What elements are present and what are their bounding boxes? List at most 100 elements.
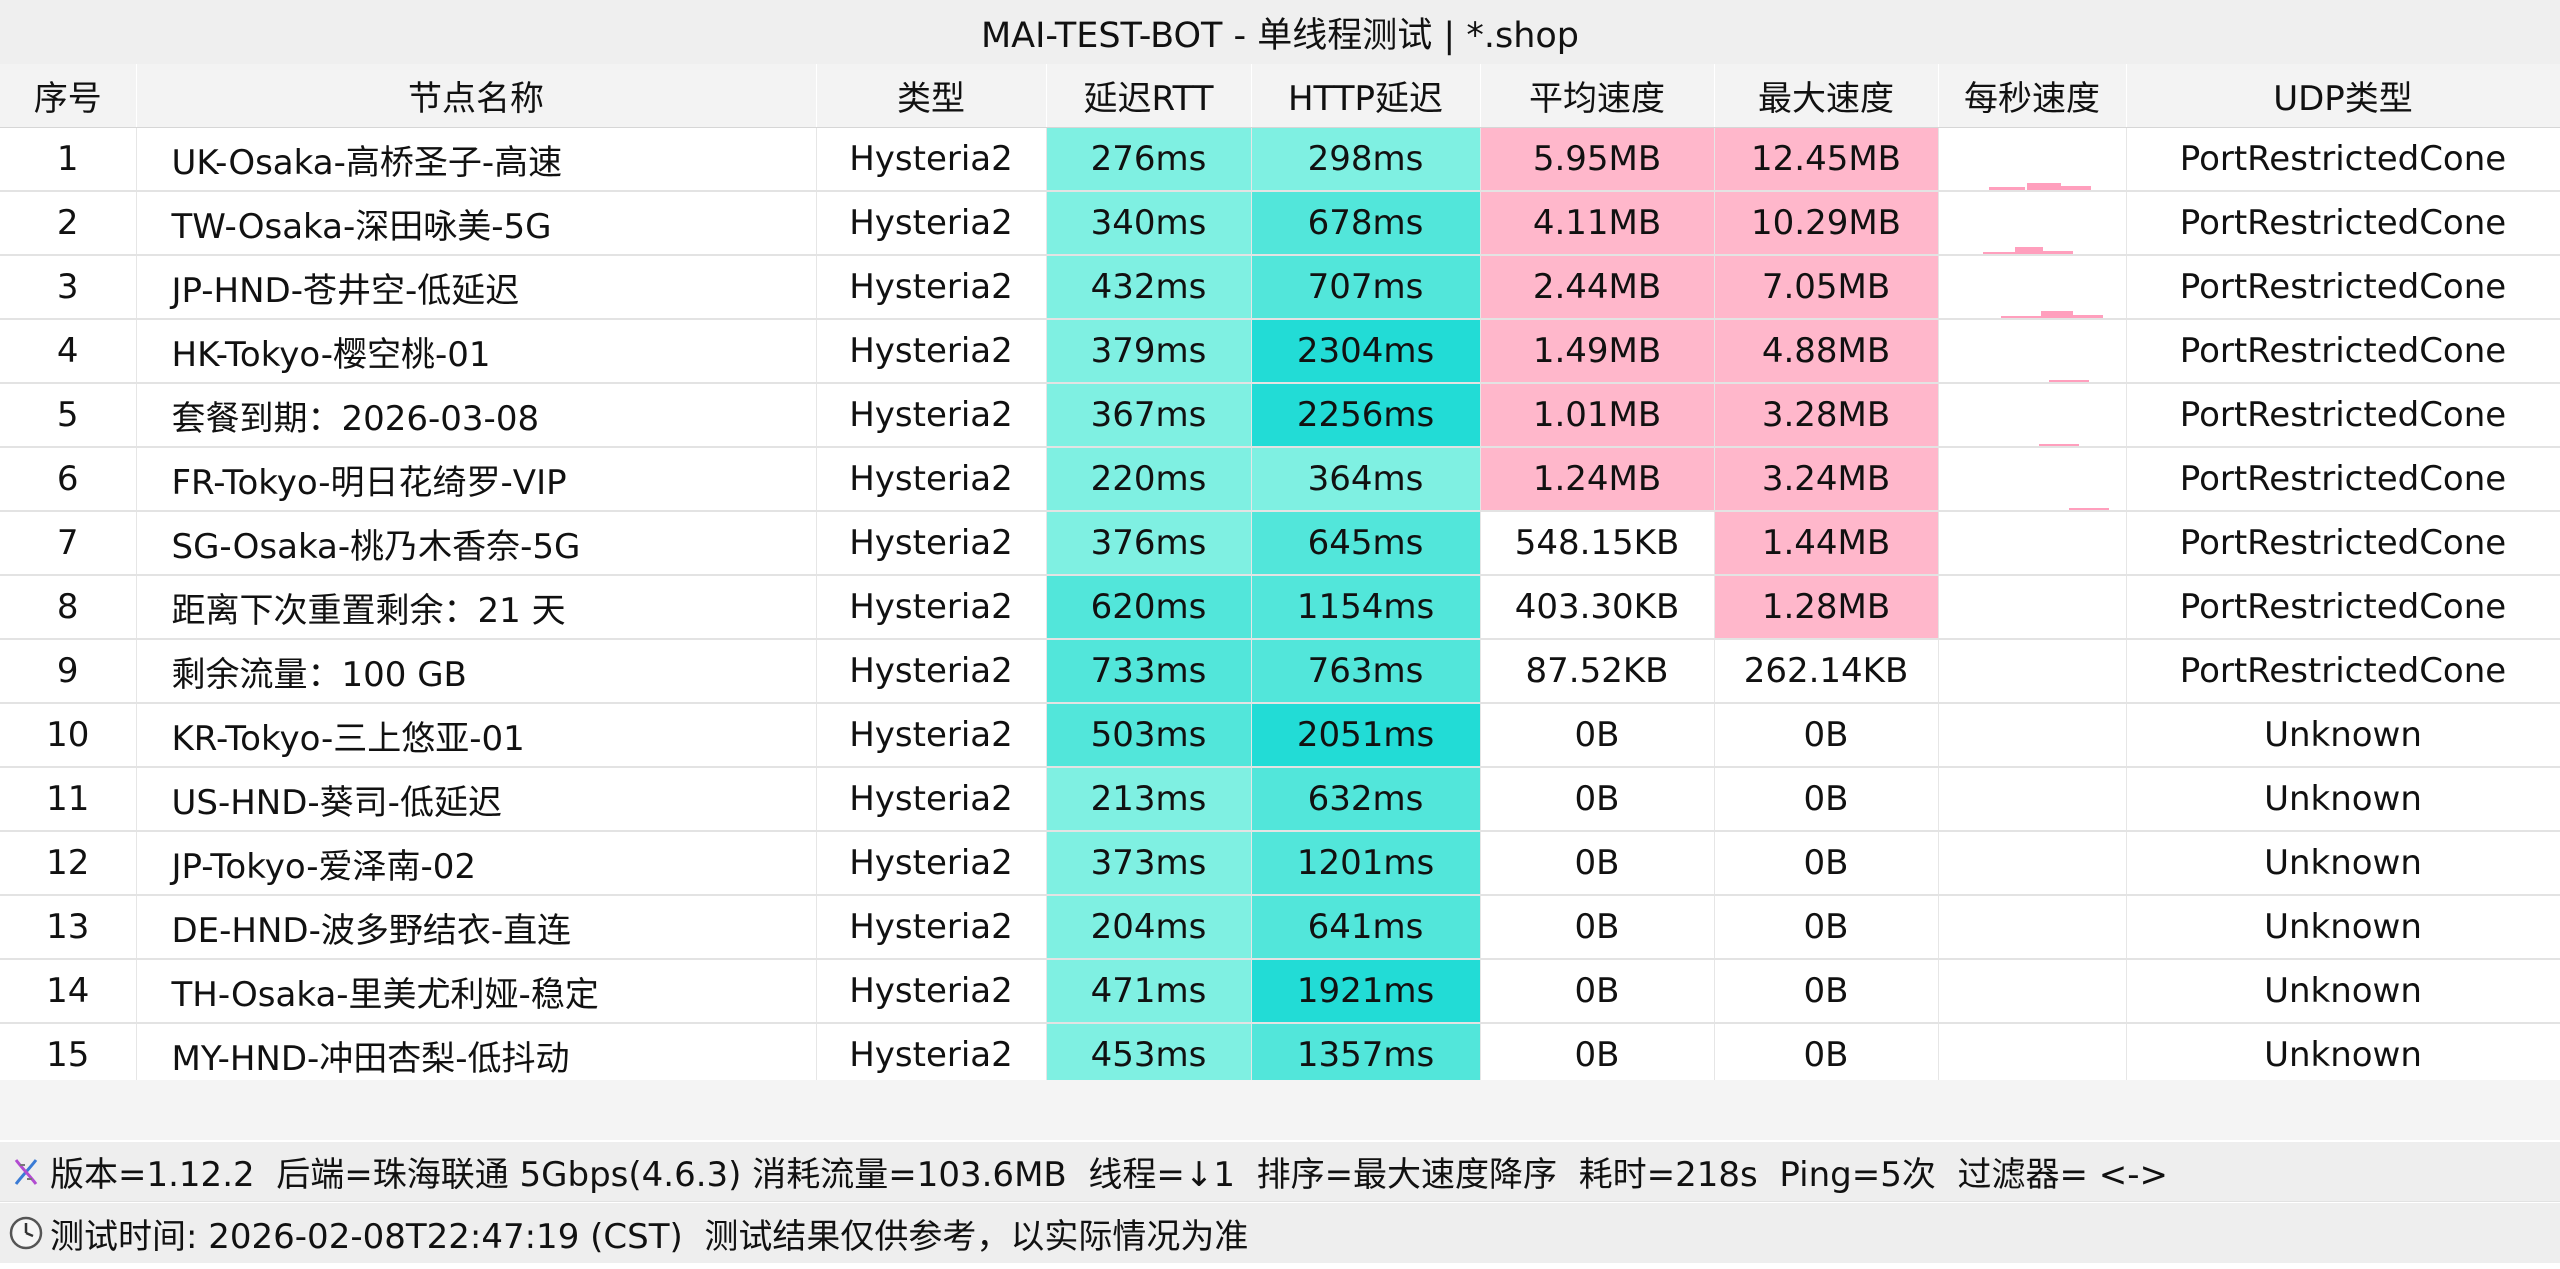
cell-node-name: UK-Osaka-高桥圣子-高速 [136, 127, 817, 192]
table-row[interactable]: 2 TW-Osaka-深田咏美-5G Hysteria2 340ms 678ms 4.11… [0, 191, 2560, 256]
cell-http-latency: 1357ms [1251, 1023, 1481, 1088]
cell-max-speed: 0B [1714, 895, 1939, 960]
table-row[interactable]: 14 TH-Osaka-里美尤利娅-稳定 Hysteria2 471ms 1921ms 0… [0, 959, 2560, 1024]
col-header-http[interactable]: HTTP延迟 [1251, 64, 1481, 128]
col-header-type[interactable]: 类型 [816, 64, 1047, 128]
cell-rtt: 620ms [1046, 575, 1252, 640]
cell-avg-speed: 87.52KB [1480, 639, 1715, 704]
cell-speed-sparkline [1938, 703, 2127, 768]
table-row[interactable]: 10 KR-Tokyo-三上悠亚-01 Hysteria2 503ms 2051ms 0B… [0, 703, 2560, 768]
cell-max-speed: 4.88MB [1714, 319, 1939, 384]
col-header-max-speed[interactable]: 最大速度 [1714, 64, 1939, 128]
cell-rtt: 376ms [1046, 511, 1252, 576]
cell-type: Hysteria2 [816, 639, 1047, 704]
cell-speed-sparkline [1938, 447, 2127, 512]
sparkline-bar [2042, 251, 2073, 253]
col-header-udp[interactable]: UDP类型 [2126, 64, 2560, 128]
speed-sparkline [2038, 444, 2079, 445]
cell-avg-speed: 4.11MB [1480, 191, 1715, 256]
cell-udp-type: PortRestrictedCone [2126, 575, 2560, 640]
cell-max-speed: 12.45MB [1714, 127, 1939, 192]
speed-sparkline [2000, 311, 2103, 317]
cell-http-latency: 298ms [1251, 127, 1481, 192]
cell-http-latency: 2051ms [1251, 703, 1481, 768]
table-row[interactable]: 11 US-HND-葵司-低延迟 Hysteria2 213ms 632ms 0B 0B Un… [0, 767, 2560, 832]
cell-node-name: 剩余流量：100 GB [136, 639, 817, 704]
cell-type: Hysteria2 [816, 831, 1047, 896]
cell-udp-type: PortRestrictedCone [2126, 639, 2560, 704]
speed-sparkline [1988, 183, 2091, 190]
cell-type: Hysteria2 [816, 895, 1047, 960]
cell-index: 4 [0, 319, 137, 384]
cell-node-name: HK-Tokyo-樱空桃-01 [136, 319, 817, 384]
footer-time: 测试时间: 2026-02-08T22:47:19 (CST) 测试结果仅供参考… [0, 1203, 2560, 1263]
cell-udp-type: PortRestrictedCone [2126, 127, 2560, 192]
cell-udp-type: PortRestrictedCone [2126, 447, 2560, 512]
cell-max-speed: 262.14KB [1714, 639, 1939, 704]
table-row[interactable]: 6 FR-Tokyo-明日花绮罗-VIP Hysteria2 220ms 364ms 1.… [0, 447, 2560, 512]
speed-sparkline [1982, 247, 2073, 253]
cell-avg-speed: 0B [1480, 1023, 1715, 1088]
cell-type: Hysteria2 [816, 767, 1047, 832]
table-row[interactable]: 1 UK-Osaka-高桥圣子-高速 Hysteria2 276ms 298ms 5.95… [0, 127, 2560, 192]
speed-sparkline [2068, 508, 2109, 509]
cell-avg-speed: 0B [1480, 895, 1715, 960]
cell-index: 2 [0, 191, 137, 256]
cell-avg-speed: 5.95MB [1480, 127, 1715, 192]
table-row[interactable]: 13 DE-HND-波多野结衣-直连 Hysteria2 204ms 641ms 0B 0B… [0, 895, 2560, 960]
cell-avg-speed: 1.49MB [1480, 319, 1715, 384]
cell-udp-type: PortRestrictedCone [2126, 255, 2560, 320]
cell-rtt: 432ms [1046, 255, 1252, 320]
table-row[interactable]: 4 HK-Tokyo-樱空桃-01 Hysteria2 379ms 2304ms 1.49… [0, 319, 2560, 384]
speed-sparkline [2048, 380, 2089, 381]
table-row[interactable]: 3 JP-HND-苍井空-低延迟 Hysteria2 432ms 707ms 2.44MB… [0, 255, 2560, 320]
cell-type: Hysteria2 [816, 575, 1047, 640]
table-row[interactable]: 9 剩余流量：100 GB Hysteria2 733ms 763ms 87.52KB 26… [0, 639, 2560, 704]
cell-speed-sparkline [1938, 575, 2127, 640]
sparkline-bar [2060, 186, 2091, 190]
window-title: MAI-TEST-BOT - 单线程测试 | *.shop [0, 0, 2560, 65]
cell-rtt: 379ms [1046, 319, 1252, 384]
cell-type: Hysteria2 [816, 447, 1047, 512]
cell-type: Hysteria2 [816, 703, 1047, 768]
cell-speed-sparkline [1938, 383, 2127, 448]
table-row[interactable]: 5 套餐到期：2026-03-08 Hysteria2 367ms 2256ms 1.01… [0, 383, 2560, 448]
cell-max-speed: 3.24MB [1714, 447, 1939, 512]
sparkline-bar [1982, 252, 2015, 253]
cell-udp-type: PortRestrictedCone [2126, 511, 2560, 576]
cell-speed-sparkline [1938, 319, 2127, 384]
table-row[interactable]: 12 JP-Tokyo-爱泽南-02 Hysteria2 373ms 1201ms 0B 0… [0, 831, 2560, 896]
cell-index: 7 [0, 511, 137, 576]
col-header-avg-speed[interactable]: 平均速度 [1480, 64, 1715, 128]
sparkline-bar [2014, 247, 2043, 253]
cell-index: 6 [0, 447, 137, 512]
table-row[interactable]: 8 距离下次重置剩余：21 天 Hysteria2 620ms 1154ms 403.30… [0, 575, 2560, 640]
cell-speed-sparkline [1938, 895, 2127, 960]
table-row[interactable]: 15 MY-HND-冲田杏梨-低抖动 Hysteria2 453ms 1357ms 0B 0… [0, 1023, 2560, 1088]
col-header-per-second[interactable]: 每秒速度 [1938, 64, 2127, 128]
cell-speed-sparkline [1938, 959, 2127, 1024]
cell-speed-sparkline [1938, 255, 2127, 320]
cell-rtt: 340ms [1046, 191, 1252, 256]
col-header-rtt[interactable]: 延迟RTT [1046, 64, 1252, 128]
results-table: 序号 节点名称 类型 延迟RTT HTTP延迟 平均速度 最大速度 每秒速度 U… [0, 64, 2560, 1088]
cell-http-latency: 632ms [1251, 767, 1481, 832]
sparkline-bar [2040, 311, 2073, 317]
cell-rtt: 276ms [1046, 127, 1252, 192]
cell-node-name: MY-HND-冲田杏梨-低抖动 [136, 1023, 817, 1088]
cell-rtt: 213ms [1046, 767, 1252, 832]
cell-max-speed: 1.28MB [1714, 575, 1939, 640]
cell-index: 1 [0, 127, 137, 192]
footer-time-text: 测试时间: 2026-02-08T22:47:19 (CST) 测试结果仅供参考… [50, 1216, 1249, 1257]
sparkline-bar [2048, 380, 2089, 381]
col-header-index[interactable]: 序号 [0, 64, 137, 128]
col-header-name[interactable]: 节点名称 [136, 64, 817, 128]
cell-index: 13 [0, 895, 137, 960]
cell-index: 3 [0, 255, 137, 320]
cell-speed-sparkline [1938, 511, 2127, 576]
cell-index: 5 [0, 383, 137, 448]
sparkline-bar [1988, 187, 2025, 190]
table-row[interactable]: 7 SG-Osaka-桃乃木香奈-5G Hysteria2 376ms 645ms 548… [0, 511, 2560, 576]
cell-index: 9 [0, 639, 137, 704]
cell-rtt: 453ms [1046, 1023, 1252, 1088]
